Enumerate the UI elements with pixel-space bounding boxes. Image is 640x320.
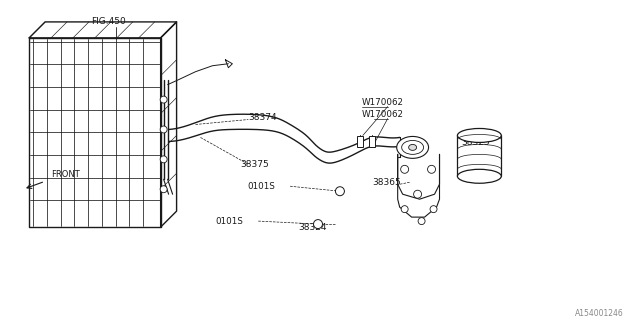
Circle shape	[160, 156, 167, 163]
Circle shape	[335, 187, 344, 196]
Text: 38374: 38374	[248, 113, 277, 122]
Ellipse shape	[458, 128, 501, 142]
Text: W170062: W170062	[362, 110, 404, 119]
Ellipse shape	[408, 144, 417, 150]
Text: 38325: 38325	[461, 138, 490, 147]
Ellipse shape	[458, 169, 501, 183]
Circle shape	[418, 218, 425, 225]
Ellipse shape	[397, 136, 429, 158]
Bar	[369, 136, 375, 148]
Text: 38365: 38365	[372, 178, 401, 187]
Circle shape	[160, 96, 167, 103]
Text: FIG.450: FIG.450	[91, 17, 125, 27]
Text: W170062: W170062	[362, 98, 404, 107]
Circle shape	[428, 165, 436, 173]
Text: 38375: 38375	[241, 160, 269, 169]
Circle shape	[401, 206, 408, 212]
Bar	[357, 136, 363, 148]
Circle shape	[413, 190, 422, 198]
Circle shape	[430, 206, 437, 212]
Circle shape	[160, 126, 167, 133]
Circle shape	[160, 186, 167, 193]
Circle shape	[401, 165, 408, 173]
Ellipse shape	[402, 140, 424, 154]
Text: A154001246: A154001246	[575, 309, 624, 318]
Text: FRONT: FRONT	[51, 170, 80, 179]
Text: 0101S: 0101S	[216, 217, 243, 226]
Text: 0101S: 0101S	[247, 182, 275, 191]
Text: 38324: 38324	[298, 223, 326, 232]
Circle shape	[314, 220, 323, 228]
